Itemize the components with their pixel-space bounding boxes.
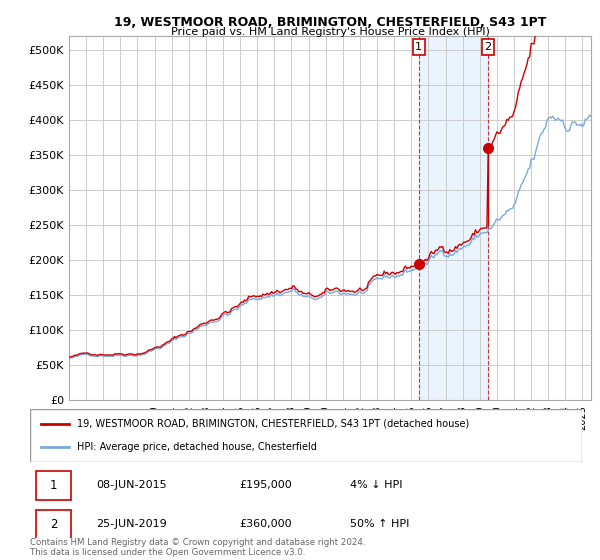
Text: 2: 2 <box>50 518 58 531</box>
Text: 19, WESTMOOR ROAD, BRIMINGTON, CHESTERFIELD, S43 1PT: 19, WESTMOOR ROAD, BRIMINGTON, CHESTERFI… <box>114 16 546 29</box>
Text: 4% ↓ HPI: 4% ↓ HPI <box>350 480 403 490</box>
Text: 2: 2 <box>484 42 491 52</box>
Text: £360,000: £360,000 <box>240 520 292 530</box>
Text: 50% ↑ HPI: 50% ↑ HPI <box>350 520 410 530</box>
Text: £195,000: £195,000 <box>240 480 293 490</box>
Text: 25-JUN-2019: 25-JUN-2019 <box>96 520 167 530</box>
FancyBboxPatch shape <box>35 510 71 539</box>
FancyBboxPatch shape <box>30 409 582 462</box>
Text: Contains HM Land Registry data © Crown copyright and database right 2024.
This d: Contains HM Land Registry data © Crown c… <box>30 538 365 557</box>
Text: HPI: Average price, detached house, Chesterfield: HPI: Average price, detached house, Ches… <box>77 442 317 452</box>
Text: 1: 1 <box>50 479 58 492</box>
Text: 08-JUN-2015: 08-JUN-2015 <box>96 480 167 490</box>
Text: 19, WESTMOOR ROAD, BRIMINGTON, CHESTERFIELD, S43 1PT (detached house): 19, WESTMOOR ROAD, BRIMINGTON, CHESTERFI… <box>77 419 469 429</box>
FancyBboxPatch shape <box>35 470 71 500</box>
Text: 1: 1 <box>415 42 422 52</box>
Text: Price paid vs. HM Land Registry's House Price Index (HPI): Price paid vs. HM Land Registry's House … <box>170 27 490 37</box>
Bar <box>419 36 488 400</box>
